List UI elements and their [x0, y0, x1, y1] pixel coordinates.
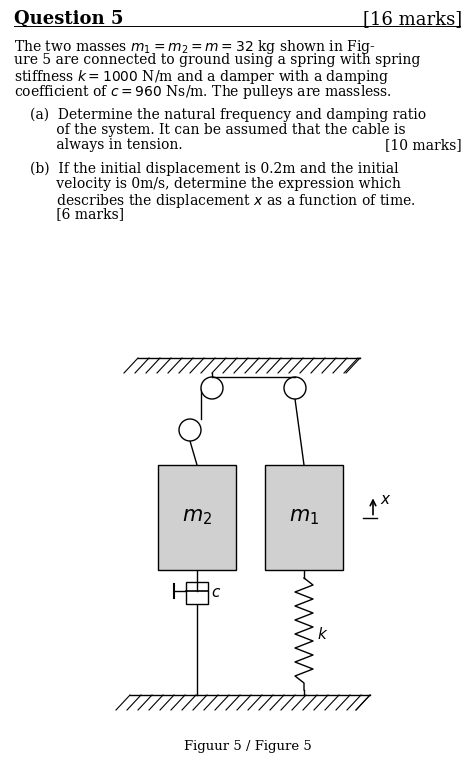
Text: $c$: $c$: [211, 586, 221, 600]
Text: velocity is 0m/s, determine the expression which: velocity is 0m/s, determine the expressi…: [30, 177, 401, 191]
Text: The two masses $m_1 = m_2 = m = 32$ kg shown in Fig-: The two masses $m_1 = m_2 = m = 32$ kg s…: [14, 38, 375, 56]
Text: Question 5: Question 5: [14, 10, 124, 28]
Text: $m_1$: $m_1$: [289, 508, 319, 527]
Bar: [265, 465, 343, 570]
Text: $m_2$: $m_2$: [182, 508, 212, 527]
Text: ure 5 are connected to ground using a spring with spring: ure 5 are connected to ground using a sp…: [14, 53, 420, 67]
Bar: [158, 465, 236, 570]
Text: [10 marks]: [10 marks]: [385, 138, 462, 152]
Text: of the system. It can be assumed that the cable is: of the system. It can be assumed that th…: [30, 123, 406, 137]
Text: stiffness $k = 1000$ N/m and a damper with a damping: stiffness $k = 1000$ N/m and a damper wi…: [14, 68, 389, 86]
Text: (a)  Determine the natural frequency and damping ratio: (a) Determine the natural frequency and …: [30, 108, 426, 122]
Text: (b)  If the initial displacement is 0.2m and the initial: (b) If the initial displacement is 0.2m …: [30, 162, 399, 177]
Text: [6 marks]: [6 marks]: [30, 207, 124, 221]
Text: always in tension.: always in tension.: [30, 138, 182, 152]
Text: $x$: $x$: [380, 492, 392, 506]
Text: $k$: $k$: [317, 626, 328, 642]
Text: Figuur 5 / Figure 5: Figuur 5 / Figure 5: [184, 740, 312, 753]
Circle shape: [284, 377, 306, 399]
Text: coefficient of $c = 960$ Ns/m. The pulleys are massless.: coefficient of $c = 960$ Ns/m. The pulle…: [14, 83, 392, 101]
Circle shape: [201, 377, 223, 399]
Bar: [186, 582, 208, 604]
Circle shape: [179, 419, 201, 441]
Text: describes the displacement $x$ as a function of time.: describes the displacement $x$ as a func…: [30, 192, 415, 210]
Text: [16 marks]: [16 marks]: [363, 10, 462, 28]
